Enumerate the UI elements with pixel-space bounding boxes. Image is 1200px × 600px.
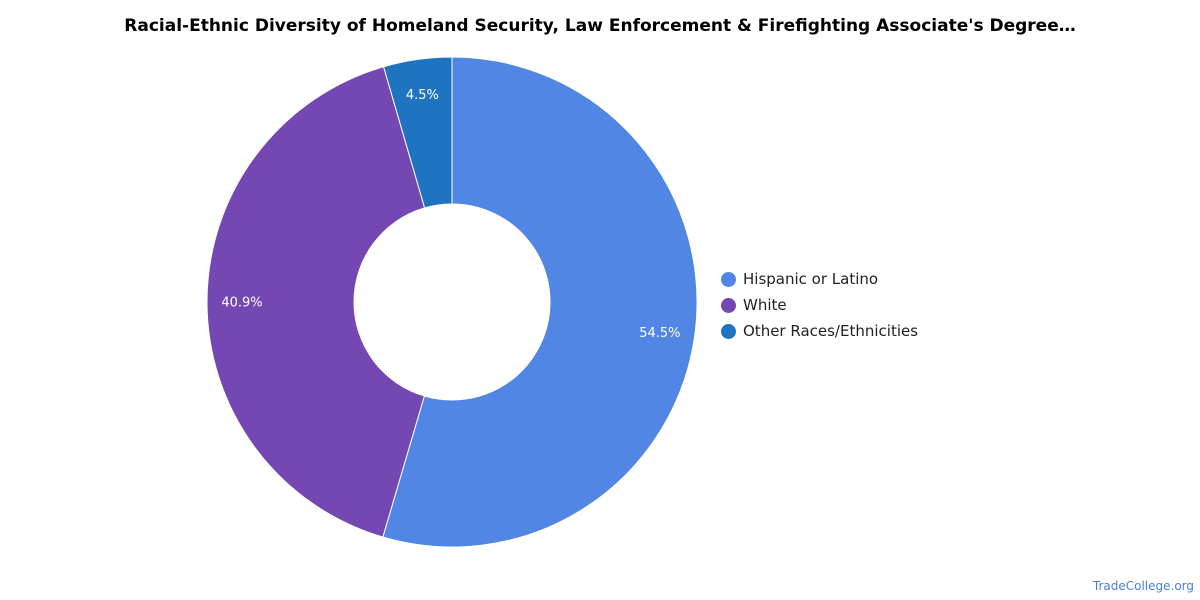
donut-slice-other-races-ethnicities[interactable] [382, 56, 453, 209]
legend-label: Other Races/Ethnicities [743, 322, 919, 340]
chart-title: Racial-Ethnic Diversity of Homeland Secu… [124, 16, 1076, 36]
site-watermark[interactable]: TradeCollege.org [1092, 579, 1194, 593]
chart-legend: Hispanic or Latino White Other Races/Eth… [721, 266, 918, 344]
donut-slice-white[interactable] [206, 66, 426, 538]
donut-slice-hispanic-or-latino[interactable] [382, 56, 698, 548]
legend-label: Hispanic or Latino [743, 270, 879, 288]
legend-item-other-races[interactable]: Other Races/Ethnicities [721, 318, 918, 344]
slice-value-label: 54.5% [639, 326, 680, 341]
legend-swatch [721, 297, 736, 313]
slice-value-label: 40.9% [221, 296, 262, 311]
legend-swatch [721, 271, 736, 287]
legend-swatch [721, 323, 736, 339]
legend-item-hispanic-or-latino[interactable]: Hispanic or Latino [721, 266, 918, 292]
slice-value-label: 4.5% [406, 88, 439, 103]
legend-item-white[interactable]: White [721, 292, 918, 318]
legend-label: White [743, 296, 787, 314]
